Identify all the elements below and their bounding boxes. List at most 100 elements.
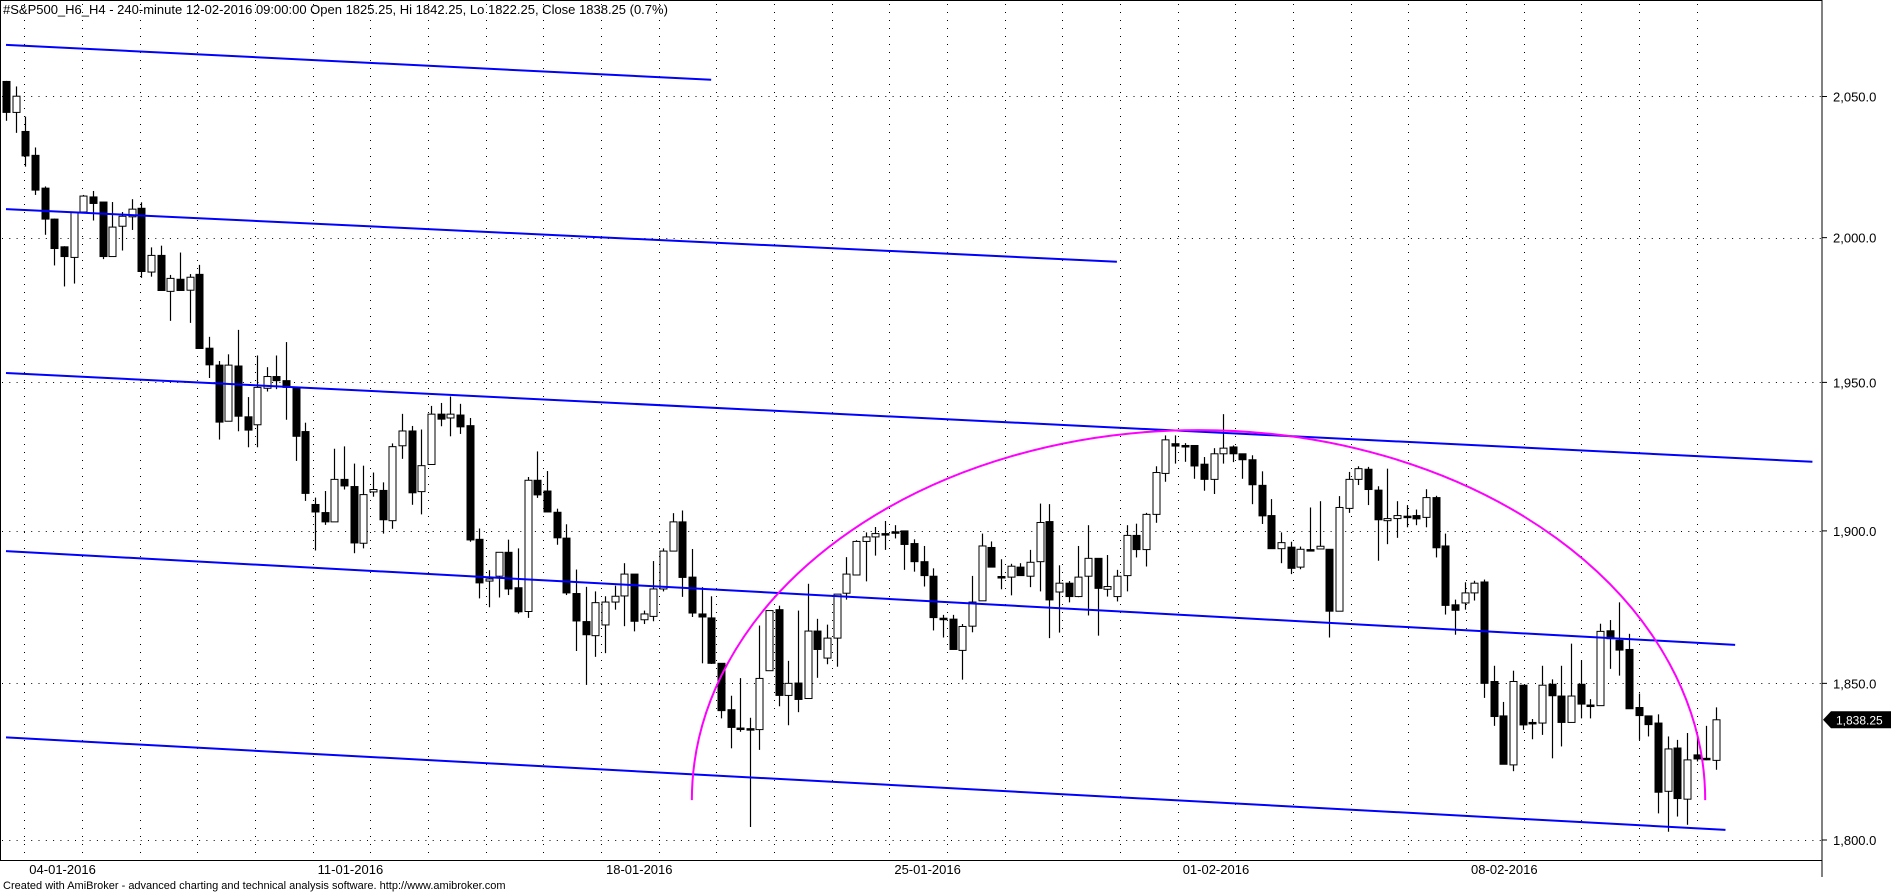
trendlines[interactable] (5, 43, 1813, 831)
candle (929, 568, 938, 631)
candle (871, 526, 880, 556)
candle (31, 147, 40, 195)
candle-body-up (108, 226, 117, 258)
candle (1103, 555, 1112, 597)
candle-body-down (31, 154, 40, 191)
candle-body-down (1258, 484, 1267, 517)
candle-body-down (50, 218, 59, 250)
candle (79, 194, 88, 213)
candle (272, 355, 281, 390)
candle-body-up (1354, 468, 1363, 480)
candle (881, 520, 890, 550)
candle-body-up (1335, 506, 1344, 612)
candle (408, 425, 417, 505)
candle-body-down (543, 490, 552, 513)
candle-body-up (398, 430, 407, 447)
candle (1625, 633, 1634, 710)
candle (717, 662, 726, 719)
candle (437, 402, 446, 427)
candle (1200, 457, 1209, 491)
trendline[interactable] (5, 736, 1726, 831)
candle-body-down (920, 561, 929, 577)
candle-body-up (1007, 565, 1016, 578)
candle-body-up (224, 364, 233, 422)
candle-body-up (1461, 592, 1470, 604)
candle (1171, 435, 1180, 464)
candle-body-up (1055, 582, 1064, 593)
candle (350, 463, 359, 554)
trendline[interactable] (5, 208, 1117, 263)
candle-body-down (1693, 754, 1702, 760)
candle (987, 541, 996, 568)
candle-body-down (1287, 546, 1296, 569)
candle (900, 530, 909, 570)
candle-body-up (1152, 472, 1161, 515)
candle-body-down (717, 662, 726, 712)
candle-body-up (958, 625, 967, 651)
candle (1142, 512, 1151, 567)
candle (215, 361, 224, 440)
candle (244, 397, 253, 448)
candle (263, 367, 272, 392)
candle (446, 396, 455, 437)
candle-body-up (1084, 557, 1093, 577)
candle (1316, 501, 1325, 550)
candle (1287, 541, 1296, 575)
candle-body-down (533, 479, 542, 496)
candle (475, 528, 484, 599)
candle-body-down (379, 489, 388, 521)
trendline[interactable] (5, 43, 712, 81)
candle-body-down (1577, 683, 1586, 705)
candle-body-down (466, 425, 475, 541)
candle (1596, 623, 1605, 707)
candle-body-up (1316, 545, 1325, 550)
candle-body-down (929, 575, 938, 619)
candle-body-up (1103, 586, 1112, 590)
candle-body-up (118, 215, 127, 227)
candle (1683, 733, 1692, 825)
candle-body-down (881, 533, 890, 536)
candle-body-up (968, 601, 977, 627)
candle (804, 583, 813, 700)
candle-body-up (1596, 630, 1605, 707)
candle (1374, 486, 1383, 561)
candle (1152, 466, 1161, 523)
candle (640, 610, 649, 625)
candle (1007, 563, 1016, 596)
candle-body-down (727, 709, 736, 728)
candle (1181, 443, 1190, 462)
candle-body-up (388, 446, 397, 522)
candle-body-down (1673, 747, 1682, 800)
candle-body-down (1374, 489, 1383, 521)
candle (591, 591, 600, 657)
candle-body-down (582, 621, 591, 636)
candle (649, 561, 658, 622)
candle-body-up (1142, 513, 1151, 551)
candle-body-down (157, 254, 166, 291)
candle (958, 624, 967, 680)
candle-body-up (601, 601, 610, 626)
candle (1238, 453, 1247, 479)
candle-body-down (1625, 648, 1634, 710)
candle-body-down (244, 416, 253, 431)
candle-body-up (369, 489, 378, 493)
candle-body-up (1712, 719, 1721, 761)
candle-body-down (437, 413, 446, 420)
candle (224, 354, 233, 422)
trendline[interactable] (5, 550, 1736, 646)
candle (1635, 693, 1644, 740)
y-tick-label: 2,000.0 (1833, 231, 1876, 246)
candle (60, 246, 69, 287)
candle (21, 116, 30, 167)
candle (1422, 489, 1431, 528)
trendline[interactable] (5, 372, 1813, 463)
candle-body-up (1161, 439, 1170, 474)
candle (920, 545, 929, 587)
candle-body-up (862, 536, 871, 542)
candle (166, 274, 175, 321)
candle (707, 596, 716, 664)
candle (630, 573, 639, 632)
candle (910, 539, 919, 572)
